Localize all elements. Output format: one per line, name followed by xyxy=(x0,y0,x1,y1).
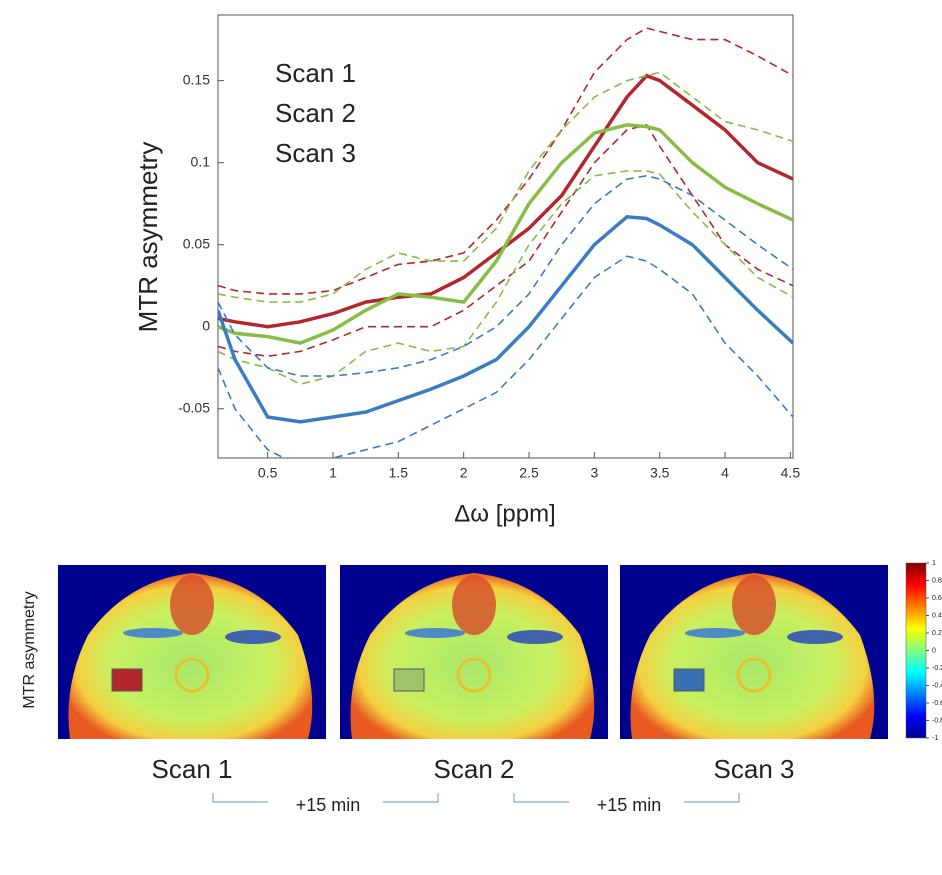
map-feature xyxy=(456,657,492,693)
interval-label: +15 min xyxy=(597,795,662,815)
colorbar-tick-label: -0.4 xyxy=(932,682,942,689)
bound-line xyxy=(218,255,793,458)
maps: Scan 1 Scan 2 Scan 3 +15 min +15 min 1 0.8 0.6 0… xyxy=(58,560,942,815)
map-feature xyxy=(787,630,843,644)
plot-area xyxy=(218,27,793,458)
x-tick-label: 2.5 xyxy=(519,465,539,481)
x-tick-label: 0.5 xyxy=(258,465,278,481)
colorbar-tick-label: 0 xyxy=(932,647,936,654)
map-tissue xyxy=(68,573,313,739)
bound-line xyxy=(218,174,793,377)
map-tissue xyxy=(350,573,595,739)
y-tick-label: -0.05 xyxy=(178,399,210,415)
x-tick-label: 1.5 xyxy=(389,465,409,481)
colorbar-tick-label: 1 xyxy=(932,560,936,567)
colorbar-tick-label: -0.6 xyxy=(932,700,942,707)
colorbar-tick-label: -1 xyxy=(932,735,938,742)
x-tick-label: 4.5 xyxy=(781,465,801,481)
y-tick-label: 0.15 xyxy=(183,71,210,87)
series-line xyxy=(218,123,793,345)
x-tick-label: 1 xyxy=(329,465,337,481)
map-feature xyxy=(736,657,772,693)
map-feature xyxy=(732,575,776,635)
interval-bracket xyxy=(513,793,740,803)
roi-box xyxy=(673,668,705,692)
y-tick-label: 0.05 xyxy=(183,235,210,251)
panel-label: Scan 3 xyxy=(714,754,795,784)
roi-box xyxy=(111,668,143,692)
colorbar-tick-label: 0.2 xyxy=(932,630,942,637)
x-tick-label: 3 xyxy=(590,465,598,481)
x-tick-label: 4 xyxy=(721,465,729,481)
colorbar-tick-label: 0.6 xyxy=(932,595,942,602)
x-tick-label: 3.5 xyxy=(650,465,670,481)
map-feature xyxy=(225,630,281,644)
panel-label: Scan 2 xyxy=(434,754,515,784)
x-tick-label: 2 xyxy=(460,465,468,481)
roi-box xyxy=(393,668,425,692)
map-feature xyxy=(685,628,745,638)
colorbar-tick-label: 0.4 xyxy=(932,612,942,619)
series-line xyxy=(218,73,793,329)
colorbar xyxy=(905,562,927,739)
y-tick-label: 0.1 xyxy=(191,153,211,169)
map-tissue xyxy=(630,573,875,739)
bound-line xyxy=(218,71,793,303)
panel-label: Scan 1 xyxy=(152,754,233,784)
legend-entry: Scan 1 xyxy=(275,58,356,88)
bound-line xyxy=(218,170,793,386)
series-line xyxy=(218,214,793,424)
y-tick-label: 0 xyxy=(202,317,210,333)
colorbar-tick-label: -0.8 xyxy=(932,717,942,724)
map-feature xyxy=(452,575,496,635)
interval-bracket xyxy=(212,793,439,803)
map-y-label: MTR asymmetry xyxy=(21,591,38,708)
legend-entry: Scan 3 xyxy=(275,138,356,168)
map-feature xyxy=(170,575,214,635)
map-feature xyxy=(174,657,210,693)
map-feature xyxy=(405,628,465,638)
y-axis-label: MTR asymmetry xyxy=(133,142,163,333)
colorbar-tick-label: -0.2 xyxy=(932,665,942,672)
x-axis-label: Δω [ppm] xyxy=(454,500,555,527)
map-feature xyxy=(123,628,183,638)
colorbar-tick-label: 0.8 xyxy=(932,577,942,584)
map-feature xyxy=(507,630,563,644)
interval-label: +15 min xyxy=(296,795,361,815)
legend-entry: Scan 2 xyxy=(275,98,356,128)
